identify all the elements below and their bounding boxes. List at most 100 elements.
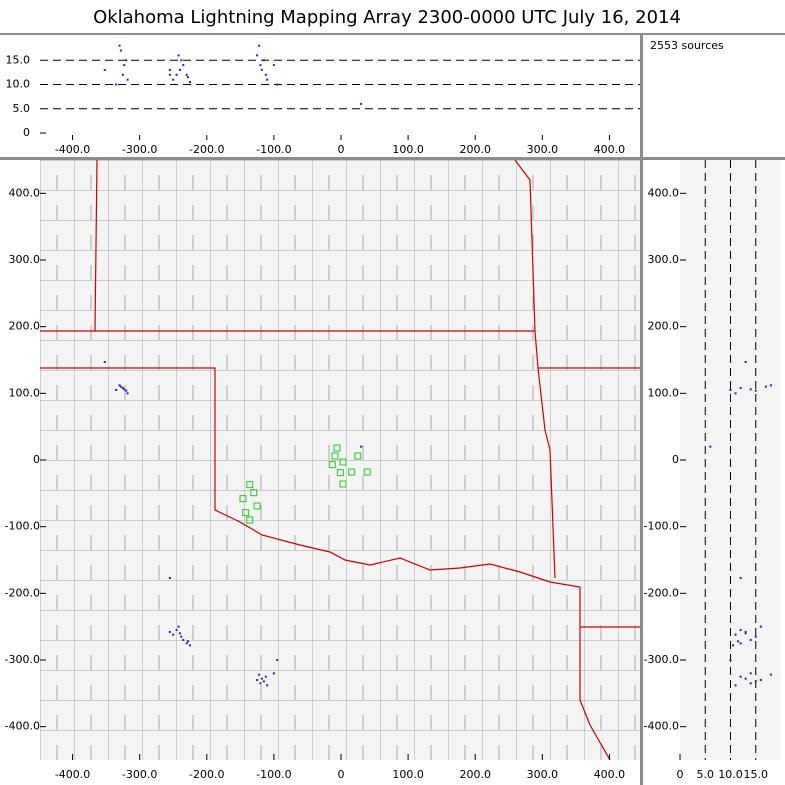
z-tick-label: 0 bbox=[23, 126, 30, 139]
station bbox=[339, 458, 347, 466]
source-xz bbox=[175, 73, 178, 76]
station bbox=[246, 481, 254, 489]
source-yz bbox=[734, 633, 737, 636]
source-plan bbox=[180, 635, 183, 638]
source-plan bbox=[259, 682, 262, 685]
source-yz bbox=[739, 675, 742, 678]
source-plan bbox=[276, 659, 279, 661]
x-tick-label: -200.0 bbox=[189, 143, 224, 156]
source-xz bbox=[119, 49, 122, 52]
source-yz bbox=[732, 644, 735, 647]
station bbox=[363, 468, 371, 476]
x-tick-label: -300.0 bbox=[122, 768, 157, 781]
source-plan bbox=[262, 680, 265, 683]
x-tick-label: 100.0 bbox=[392, 768, 424, 781]
source-plan bbox=[103, 361, 106, 363]
x-tick-label: -200.0 bbox=[189, 768, 224, 781]
station bbox=[253, 502, 261, 510]
source-plan bbox=[185, 642, 188, 645]
station bbox=[339, 480, 347, 488]
z-tick-label: 0 bbox=[677, 768, 684, 781]
source-yz bbox=[749, 639, 752, 641]
source-xz bbox=[168, 68, 171, 71]
z-tick-label: 15.0 bbox=[744, 768, 769, 781]
source-xz bbox=[186, 76, 189, 79]
source-xz bbox=[276, 83, 279, 86]
source-plan bbox=[360, 445, 363, 448]
source-yz bbox=[709, 445, 712, 448]
source-xz bbox=[177, 54, 180, 57]
source-plan bbox=[272, 672, 275, 675]
marks: -400.0 -400.0 -300.0 -300.0 -200.0 -200.0 -100… bbox=[5, 44, 772, 781]
source-xz bbox=[126, 78, 129, 81]
x-tick-label: 200.0 bbox=[459, 143, 491, 156]
source-plan bbox=[177, 625, 180, 628]
source-xz bbox=[258, 44, 261, 47]
source-xz bbox=[266, 78, 269, 81]
source-xz bbox=[260, 68, 263, 71]
source-yz bbox=[744, 632, 747, 635]
source-yz bbox=[769, 384, 772, 387]
source-xz bbox=[272, 64, 275, 67]
source-xz bbox=[264, 73, 267, 76]
source-xz bbox=[180, 59, 183, 62]
chart-title: Oklahoma Lightning Mapping Array 2300-00… bbox=[93, 7, 681, 28]
station bbox=[246, 516, 254, 524]
source-plan bbox=[123, 388, 126, 391]
source-xz bbox=[262, 59, 265, 62]
source-plan bbox=[264, 675, 267, 678]
z-tick-label: 5.0 bbox=[697, 768, 715, 781]
source-yz bbox=[744, 677, 747, 680]
x-tick-label: 400.0 bbox=[594, 768, 626, 781]
y-tick-label: 400.0 bbox=[648, 186, 680, 199]
source-plan bbox=[121, 387, 124, 389]
y-tick-label: -300.0 bbox=[5, 653, 40, 666]
y-tick-label: -100.0 bbox=[5, 520, 40, 533]
source-yz bbox=[737, 640, 740, 643]
source-yz bbox=[744, 361, 747, 363]
info-panel bbox=[643, 35, 785, 157]
y-tick-label: -400.0 bbox=[644, 720, 679, 733]
source-yz bbox=[729, 659, 732, 661]
x-tick-label: -400.0 bbox=[55, 143, 90, 156]
source-xz bbox=[123, 64, 126, 67]
y-tick-label: -200.0 bbox=[5, 586, 40, 599]
z-tick-label: 10.0 bbox=[718, 768, 743, 781]
source-xz bbox=[256, 54, 259, 57]
source-yz bbox=[759, 625, 762, 628]
source-plan bbox=[126, 392, 129, 395]
source-yz bbox=[754, 680, 757, 683]
y-tick-label: 200.0 bbox=[9, 320, 41, 333]
source-plan bbox=[182, 639, 185, 641]
source-xz bbox=[125, 59, 128, 62]
source-xz bbox=[168, 73, 171, 76]
source-yz bbox=[734, 392, 737, 395]
xz-panel bbox=[0, 35, 640, 157]
source-yz bbox=[754, 389, 757, 392]
source-count: 2553 sources bbox=[650, 39, 724, 52]
y-tick-label: 0 bbox=[33, 453, 40, 466]
source-plan bbox=[119, 385, 122, 388]
source-yz bbox=[744, 631, 747, 633]
source-plan bbox=[258, 673, 261, 676]
source-xz bbox=[118, 44, 121, 47]
source-yz bbox=[739, 577, 742, 579]
z-tick-label: 15.0 bbox=[6, 53, 31, 66]
source-xz bbox=[185, 73, 188, 76]
source-plan bbox=[178, 632, 181, 635]
station bbox=[239, 495, 247, 503]
source-xz bbox=[360, 102, 363, 105]
source-plan bbox=[189, 644, 191, 647]
y-tick-label: 400.0 bbox=[9, 186, 41, 199]
source-plan bbox=[172, 633, 175, 636]
y-tick-label: 300.0 bbox=[9, 253, 41, 266]
source-yz bbox=[754, 635, 757, 638]
source-plan bbox=[260, 677, 263, 680]
x-tick-label: -100.0 bbox=[256, 143, 291, 156]
y-tick-label: 300.0 bbox=[648, 253, 680, 266]
source-plan bbox=[256, 679, 259, 681]
z-tick-label: 5.0 bbox=[13, 102, 31, 115]
source-plan bbox=[168, 631, 171, 633]
y-tick-label: -400.0 bbox=[5, 720, 40, 733]
